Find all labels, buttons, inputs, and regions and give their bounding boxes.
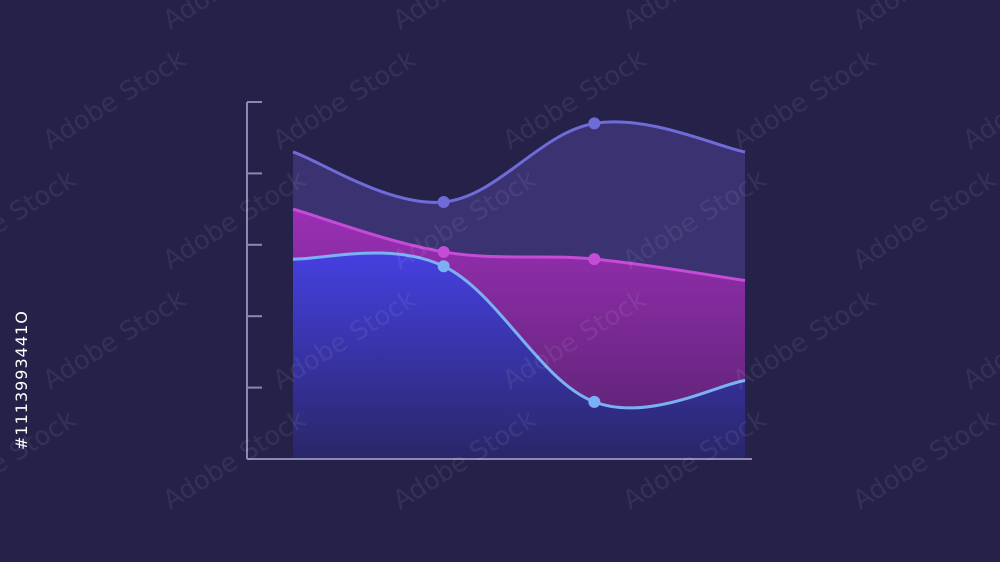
watermark-9: Adobe Stock xyxy=(958,44,1000,156)
chart-markers xyxy=(437,117,601,408)
chart-lines xyxy=(292,120,746,410)
watermark-11: Adobe Stock xyxy=(158,164,312,276)
watermark-24: Adobe Stock xyxy=(848,404,1000,516)
watermark-4: Adobe Stock xyxy=(848,0,1000,36)
watermark-0: Adobe Stock xyxy=(0,0,81,36)
point-middle-1 xyxy=(437,245,450,258)
watermark-15: Adobe Stock xyxy=(38,284,192,396)
line-middle xyxy=(292,207,746,282)
watermark-6: Adobe Stock xyxy=(268,44,422,156)
watermark-3: Adobe Stock xyxy=(618,0,772,36)
watermark-5: Adobe Stock xyxy=(38,44,192,156)
watermark-id-text: #1113993441O xyxy=(12,310,31,450)
watermark-14: Adobe Stock xyxy=(848,164,1000,276)
area-bottom xyxy=(293,252,745,459)
point-top-2 xyxy=(588,117,601,130)
watermark-1: Adobe Stock xyxy=(158,0,312,36)
watermark-10: Adobe Stock xyxy=(0,164,81,276)
watermark-8: Adobe Stock xyxy=(728,44,882,156)
point-bottom-2 xyxy=(588,395,601,408)
point-middle-2 xyxy=(588,253,601,266)
watermark-19: Adobe Stock xyxy=(958,284,1000,396)
watermark-2: Adobe Stock xyxy=(388,0,542,36)
line-bottom xyxy=(292,251,746,410)
watermark-21: Adobe Stock xyxy=(158,404,312,516)
line-top xyxy=(292,120,746,204)
point-top-1 xyxy=(437,195,450,208)
chart-axes xyxy=(246,101,752,460)
watermark-18: Adobe Stock xyxy=(728,284,882,396)
point-bottom-1 xyxy=(437,260,450,273)
